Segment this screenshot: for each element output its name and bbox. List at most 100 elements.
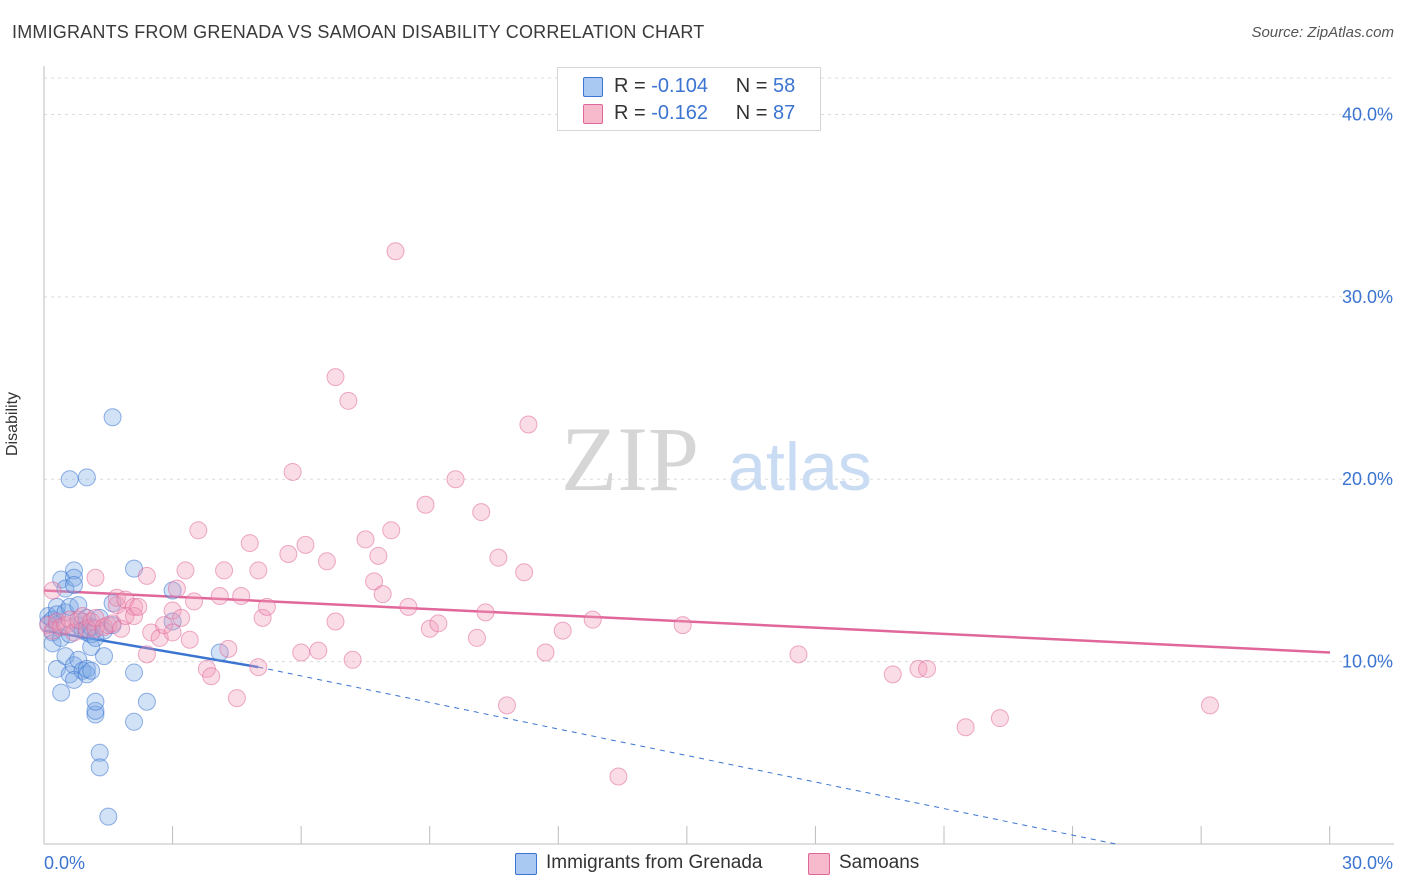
data-point-samoans — [990, 709, 1009, 728]
data-point-grenada — [99, 807, 118, 826]
legend-n-label: N = — [735, 102, 768, 124]
legend-n-label: N = — [735, 75, 768, 97]
data-point-samoans — [673, 616, 692, 635]
legend-swatch-samoans — [808, 853, 830, 875]
y-axis-label: Disability — [4, 391, 21, 456]
data-point-samoans — [219, 639, 238, 658]
data-point-grenada — [47, 597, 66, 616]
data-point-samoans — [789, 645, 808, 664]
data-point-grenada — [90, 743, 109, 762]
data-point-samoans — [125, 597, 144, 616]
data-point-samoans — [386, 242, 405, 261]
data-point-samoans — [399, 597, 418, 616]
data-point-samoans — [416, 495, 435, 514]
data-point-grenada — [52, 683, 71, 702]
data-point-grenada — [82, 661, 101, 680]
data-point-samoans — [343, 650, 362, 669]
data-point-samoans — [1200, 696, 1219, 715]
y-tick-label: 20.0% — [1342, 469, 1393, 489]
data-point-samoans — [467, 628, 486, 647]
data-point-samoans — [497, 696, 516, 715]
watermark-atlas: atlas — [728, 429, 872, 505]
data-point-samoans — [536, 643, 555, 662]
data-point-samoans — [283, 462, 302, 481]
watermark-zip: ZIP — [561, 408, 699, 510]
data-point-samoans — [185, 592, 204, 611]
legend-r-value: -0.104 — [651, 75, 708, 97]
data-point-samoans — [210, 586, 229, 605]
source-label: Source: ZipAtlas.com — [1251, 24, 1394, 41]
data-point-samoans — [382, 521, 401, 540]
data-point-grenada — [82, 638, 101, 657]
data-point-samoans — [249, 561, 268, 580]
data-point-grenada — [103, 408, 122, 427]
data-point-grenada — [86, 701, 105, 720]
data-point-grenada — [137, 692, 156, 711]
data-point-samoans — [472, 503, 491, 522]
data-point-samoans — [292, 643, 311, 662]
data-point-samoans — [609, 767, 628, 786]
data-point-samoans — [257, 597, 276, 616]
legend-r-label: R = — [614, 75, 646, 97]
data-point-samoans — [918, 659, 937, 678]
data-point-grenada — [65, 561, 84, 580]
data-point-samoans — [317, 552, 336, 571]
legend-swatch-grenada — [583, 77, 603, 97]
data-point-samoans — [253, 608, 272, 627]
data-point-samoans — [172, 608, 191, 627]
y-tick-label: 30.0% — [1342, 287, 1393, 307]
data-point-samoans — [476, 603, 495, 622]
data-point-grenada — [65, 568, 84, 587]
legend-r-value: -0.162 — [651, 102, 708, 124]
correlation-legend: R = -0.104 N = 58 R = -0.162 N = 87 — [557, 67, 821, 131]
data-point-samoans — [369, 546, 388, 565]
watermark: ZIP atlas — [561, 408, 872, 510]
data-point-samoans — [296, 535, 315, 554]
data-point-samoans — [365, 572, 384, 591]
data-point-grenada — [86, 692, 105, 711]
data-point-samoans — [137, 645, 156, 664]
legend-label-samoans: Samoans — [839, 852, 920, 873]
data-point-grenada — [69, 596, 88, 615]
legend-swatch-grenada — [515, 853, 537, 875]
data-point-samoans — [43, 581, 62, 600]
axes — [43, 66, 1394, 845]
data-point-samoans — [86, 568, 105, 587]
x-tick-label: 30.0% — [1342, 853, 1393, 873]
data-point-samoans — [515, 563, 534, 582]
data-point-samoans — [956, 718, 975, 737]
data-point-samoans — [356, 530, 375, 549]
data-point-grenada — [125, 712, 144, 731]
trend-extension-grenada — [258, 666, 1116, 845]
data-point-grenada — [60, 470, 79, 489]
data-point-grenada — [95, 647, 114, 666]
legend-swatch-samoans — [583, 104, 603, 124]
data-point-samoans — [215, 561, 234, 580]
chart-title: IMMIGRANTS FROM GRENADA VS SAMOAN DISABI… — [12, 22, 705, 42]
data-point-samoans — [202, 667, 221, 686]
data-point-samoans — [227, 689, 246, 708]
data-point-samoans — [519, 415, 538, 434]
data-point-samoans — [180, 630, 199, 649]
data-point-samoans — [429, 614, 448, 633]
data-point-samoans — [309, 641, 328, 660]
data-point-samoans — [420, 619, 439, 638]
trend-line-samoans — [43, 589, 1331, 654]
data-point-grenada — [163, 612, 182, 631]
data-point-samoans — [553, 621, 572, 640]
gridlines — [44, 77, 1394, 663]
data-point-samoans — [240, 534, 259, 553]
data-point-grenada — [43, 634, 62, 653]
data-point-grenada — [125, 663, 144, 682]
y-tick-label: 10.0% — [1342, 652, 1393, 672]
data-point-samoans — [163, 623, 182, 642]
data-point-samoans — [176, 561, 195, 580]
legend-label-grenada: Immigrants from Grenada — [546, 852, 763, 873]
data-point-samoans — [489, 548, 508, 567]
legend-n-value: 87 — [773, 102, 796, 124]
data-point-grenada — [77, 468, 96, 487]
data-point-samoans — [137, 566, 156, 585]
data-point-samoans — [446, 470, 465, 489]
data-point-samoans — [232, 586, 251, 605]
